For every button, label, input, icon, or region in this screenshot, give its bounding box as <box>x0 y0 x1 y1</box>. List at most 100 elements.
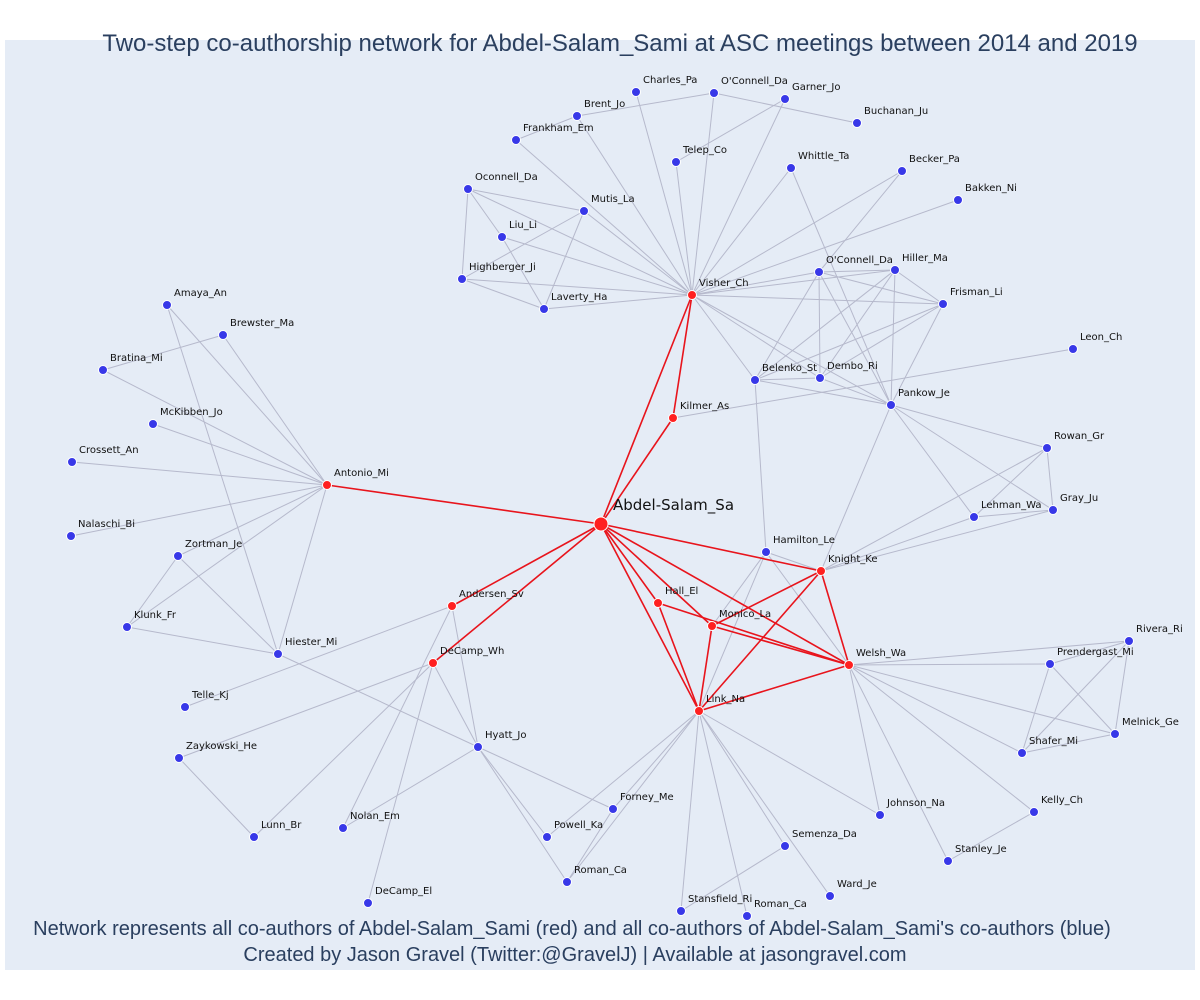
direct-coauthor-edge <box>326 484 602 525</box>
node-link-na[interactable] <box>694 706 704 716</box>
node-pankow-je[interactable] <box>886 400 896 410</box>
node-whittle-ta[interactable] <box>786 163 796 173</box>
node-dembo-ri[interactable] <box>815 373 825 383</box>
direct-coauthor-edge <box>600 523 850 666</box>
direct-coauthor-edge <box>432 523 602 664</box>
node-hiller-ma[interactable] <box>890 265 900 275</box>
node-knight-ke[interactable] <box>816 566 826 576</box>
node-melnick-ge[interactable] <box>1110 729 1120 739</box>
node-label-oconnell-da: Oconnell_Da <box>475 172 538 183</box>
node-telep-co[interactable] <box>671 157 681 167</box>
node-semenza-da[interactable] <box>780 841 790 851</box>
node-o-connell-da2[interactable] <box>814 267 824 277</box>
node-hamilton-le[interactable] <box>761 547 771 557</box>
node-bakken-ni[interactable] <box>953 195 963 205</box>
node-label-antonio-mi: Antonio_Mi <box>334 468 389 479</box>
node-label-charles-pa: Charles_Pa <box>643 75 697 86</box>
node-decamp-wh[interactable] <box>428 658 438 668</box>
coauthor-edge <box>583 210 693 296</box>
node-label-frisman-li: Frisman_Li <box>950 287 1003 298</box>
coauthor-edge <box>848 664 1023 754</box>
node-klunk-fr[interactable] <box>122 622 132 632</box>
node-roman-ca2[interactable] <box>742 911 752 921</box>
node-garner-jo[interactable] <box>780 94 790 104</box>
node-shafer-mi[interactable] <box>1017 748 1027 758</box>
node-becker-pa[interactable] <box>897 166 907 176</box>
node-decamp-el[interactable] <box>363 898 373 908</box>
node-label-frankham-em: Frankham_Em <box>523 123 594 134</box>
node-telle-kj[interactable] <box>180 702 190 712</box>
node-mutis-la[interactable] <box>579 206 589 216</box>
node-rivera-ri[interactable] <box>1124 636 1134 646</box>
coauthor-edge <box>818 271 821 379</box>
node-prendergast-mi[interactable] <box>1045 659 1055 669</box>
node-lehman-wa[interactable] <box>969 512 979 522</box>
node-forney-me[interactable] <box>608 804 618 814</box>
node-roman-ca[interactable] <box>562 877 572 887</box>
node-andersen-sv[interactable] <box>447 601 457 611</box>
node-nalaschi-bi[interactable] <box>66 531 76 541</box>
coauthor-edge <box>711 551 767 627</box>
node-label-amaya-an: Amaya_An <box>174 288 227 299</box>
coauthor-edge <box>1046 447 1054 511</box>
node-visher-ch[interactable] <box>687 290 697 300</box>
node-o-connell-da[interactable] <box>709 88 719 98</box>
node-johnson-na[interactable] <box>875 810 885 820</box>
node-kelly-ch[interactable] <box>1029 807 1039 817</box>
node-zaykowski-he[interactable] <box>174 753 184 763</box>
node-crossett-an[interactable] <box>67 457 77 467</box>
direct-coauthor-edge <box>698 570 822 712</box>
node-zortman-je[interactable] <box>173 551 183 561</box>
node-kilmer-as[interactable] <box>668 413 678 423</box>
node-amaya-an[interactable] <box>162 300 172 310</box>
node-leon-ch[interactable] <box>1068 344 1078 354</box>
node-nolan-em[interactable] <box>338 823 348 833</box>
node-highberger-ji[interactable] <box>457 274 467 284</box>
coauthor-edge <box>819 377 892 406</box>
node-frankham-em[interactable] <box>511 135 521 145</box>
node-liu-li[interactable] <box>497 232 507 242</box>
plot-background <box>5 40 1195 970</box>
node-powell-ka[interactable] <box>542 832 552 842</box>
coauthor-edge <box>1021 733 1116 754</box>
node-stanley-je[interactable] <box>943 856 953 866</box>
node-welsh-wa[interactable] <box>844 660 854 670</box>
node-monico-la[interactable] <box>707 621 717 631</box>
node-mckibben-jo[interactable] <box>148 419 158 429</box>
node-label-lehman-wa: Lehman_Wa <box>981 500 1041 511</box>
node-laverty-ha[interactable] <box>539 304 549 314</box>
coauthor-edge <box>1021 640 1130 754</box>
node-oconnell-da[interactable] <box>463 184 473 194</box>
node-brewster-ma[interactable] <box>218 330 228 340</box>
coauthor-edge <box>576 115 693 296</box>
node-buchanan-ju[interactable] <box>852 118 862 128</box>
node-bratina-mi[interactable] <box>98 365 108 375</box>
node-belenko-st[interactable] <box>750 375 760 385</box>
node-gray-ju[interactable] <box>1048 505 1058 515</box>
coauthor-edge <box>691 294 756 381</box>
direct-coauthor-edge <box>672 294 693 419</box>
node-abdel-salam-sa[interactable] <box>593 516 609 532</box>
node-antonio-mi[interactable] <box>322 480 332 490</box>
node-charles-pa[interactable] <box>631 87 641 97</box>
direct-coauthor-edge <box>600 417 674 525</box>
node-hiester-mi[interactable] <box>273 649 283 659</box>
node-label-decamp-wh: DeCamp_Wh <box>440 646 504 657</box>
coauthor-edge <box>691 294 821 379</box>
node-stansfield-ri[interactable] <box>676 906 686 916</box>
node-lunn-br[interactable] <box>249 832 259 842</box>
coauthor-edge <box>818 271 944 305</box>
node-label-telep-co: Telep_Co <box>682 145 727 156</box>
node-ward-je[interactable] <box>825 891 835 901</box>
node-brent-jo[interactable] <box>572 111 582 121</box>
node-frisman-li[interactable] <box>938 299 948 309</box>
coauthor-edge <box>818 170 903 273</box>
node-hall-el[interactable] <box>653 598 663 608</box>
node-hyatt-jo[interactable] <box>473 742 483 752</box>
coauthor-edge <box>477 746 614 810</box>
node-rowan-gr[interactable] <box>1042 443 1052 453</box>
coauthor-edge <box>790 167 892 406</box>
node-label-abdel-salam-sa: Abdel-Salam_Sa <box>613 496 734 515</box>
coauthor-edge <box>635 91 693 296</box>
